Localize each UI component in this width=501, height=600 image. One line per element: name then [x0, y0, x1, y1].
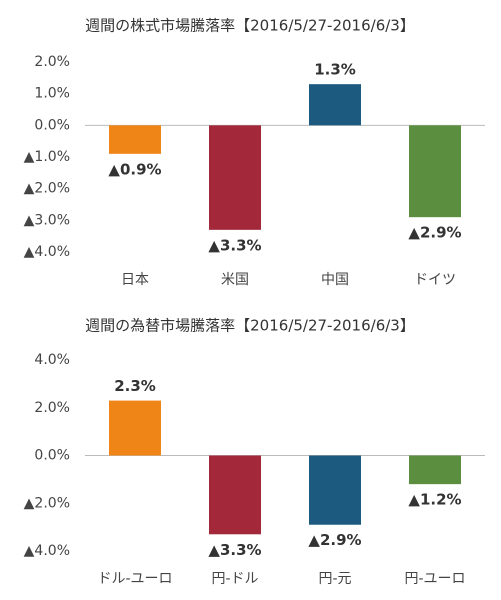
bar [409, 125, 461, 218]
y-tick-label: 2.0% [34, 54, 70, 70]
y-tick-label: 2.0% [34, 400, 70, 416]
bar [209, 455, 261, 535]
value-label: ▲1.2% [408, 491, 461, 509]
y-tick-label: 0.0% [34, 448, 70, 464]
value-label: ▲2.9% [408, 224, 461, 242]
x-tick-label: 円-ドル [211, 571, 258, 587]
x-tick-label: 円-元 [318, 571, 351, 587]
bar [109, 125, 161, 154]
y-tick-label: 1.0% [34, 86, 70, 102]
y-tick-label: ▲2.0% [24, 495, 70, 511]
y-tick-label: ▲2.0% [24, 181, 70, 197]
chart-title: 週間の株式市場騰落率【2016/5/27-2016/6/3】 [85, 17, 415, 35]
value-label: 1.3% [314, 61, 356, 79]
chart-title: 週間の為替市場騰落率【2016/5/27-2016/6/3】 [85, 317, 415, 335]
value-label: ▲2.9% [308, 531, 361, 549]
y-tick-label: ▲3.0% [24, 212, 70, 228]
value-label: ▲3.3% [208, 541, 261, 559]
bar [109, 400, 161, 456]
bar [209, 125, 261, 230]
y-tick-label: ▲1.0% [24, 149, 70, 165]
y-tick-label: ▲4.0% [24, 543, 70, 559]
y-tick-label: ▲4.0% [24, 244, 70, 260]
y-tick-label: 0.0% [34, 117, 70, 133]
bar [409, 455, 461, 485]
x-tick-label: 日本 [121, 272, 149, 288]
x-tick-label: ドイツ [414, 272, 456, 288]
value-label: ▲3.3% [208, 236, 261, 254]
y-tick-label: 4.0% [34, 352, 70, 368]
x-tick-label: 円-ユーロ [404, 571, 465, 587]
x-tick-label: 米国 [221, 272, 249, 288]
x-tick-label: ドル-ユーロ [97, 571, 172, 587]
x-tick-label: 中国 [321, 272, 349, 288]
bar [309, 455, 361, 525]
bar [309, 84, 361, 126]
value-label: ▲0.9% [108, 160, 161, 178]
value-label: 2.3% [114, 377, 156, 395]
